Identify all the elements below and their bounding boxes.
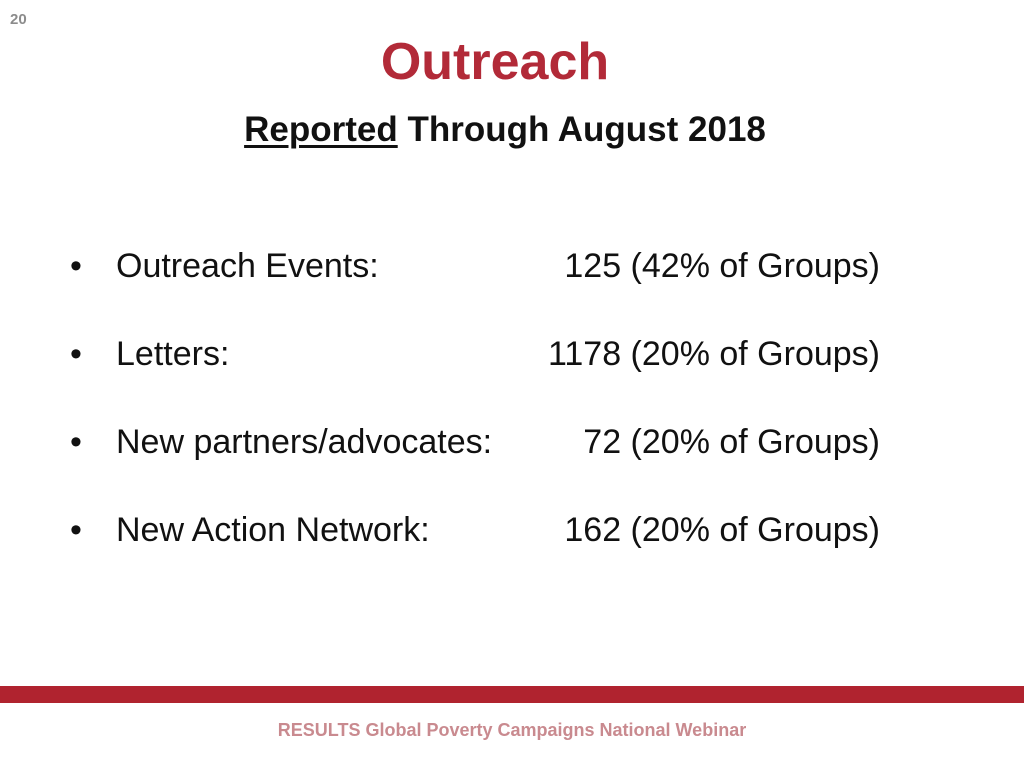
bullet-item-letters: • Letters: 1178 (20% of Groups)	[70, 328, 910, 416]
bullet-dot: •	[70, 247, 82, 285]
subtitle-rest: Through August 2018	[397, 110, 766, 149]
subtitle-underlined-word: Reported	[244, 110, 398, 149]
bullet-label: New Action Network:	[116, 511, 430, 549]
bullet-dot: •	[70, 335, 82, 373]
bullet-list: • Outreach Events: 125 (42% of Groups) •…	[70, 240, 910, 592]
slide-subtitle: Reported Through August 2018	[0, 108, 1010, 152]
bullet-dot: •	[70, 511, 82, 549]
bullet-value: 72 (20% of Groups)	[583, 423, 880, 461]
slide-number: 20	[10, 11, 27, 28]
footer-text: RESULTS Global Poverty Campaigns Nationa…	[277, 720, 747, 740]
bullet-item-outreach-events: • Outreach Events: 125 (42% of Groups)	[70, 240, 910, 328]
bullet-label: New partners/advocates:	[116, 423, 493, 461]
bullet-value: 162 (20% of Groups)	[564, 511, 880, 549]
bullet-item-new-action-network: • New Action Network: 162 (20% of Groups…	[70, 504, 910, 592]
bullet-label: Outreach Events:	[116, 247, 379, 285]
bullet-item-new-partners: • New partners/advocates: 72 (20% of Gro…	[70, 416, 910, 504]
footer-band	[0, 686, 1024, 703]
slide-title: Outreach	[380, 33, 610, 91]
bullet-label: Letters:	[116, 335, 230, 373]
bullet-value: 125 (42% of Groups)	[564, 247, 880, 285]
bullet-dot: •	[70, 423, 82, 461]
bullet-value: 1178 (20% of Groups)	[548, 335, 880, 373]
